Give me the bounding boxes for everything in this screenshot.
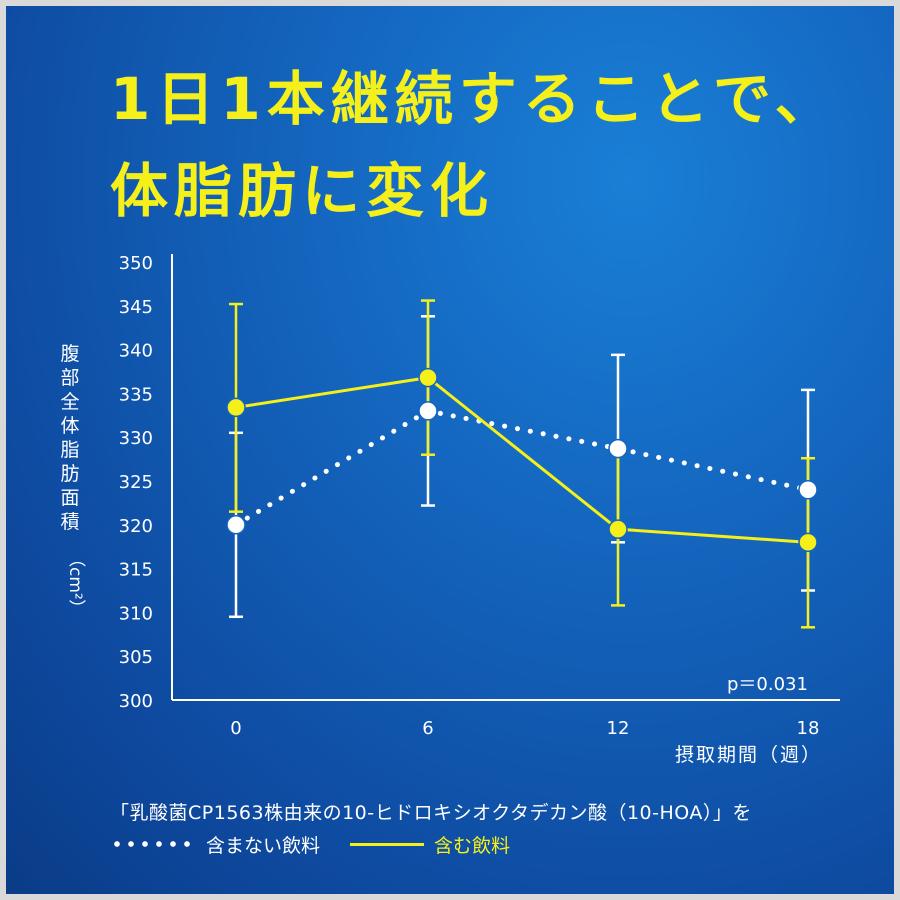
y-axis-unit: （cm²） <box>65 550 85 617</box>
y-tick-label: 340 <box>119 341 153 362</box>
y-tick-label: 320 <box>119 516 153 537</box>
y-tick-label: 350 <box>119 253 153 274</box>
y-tick-label: 345 <box>119 297 153 318</box>
series-line-without <box>233 408 811 528</box>
headline-line-2: 体脂肪に変化 <box>110 157 495 225</box>
x-tick-label: 18 <box>797 718 820 739</box>
legend-dotted-marker <box>110 841 194 847</box>
y-tick-label: 330 <box>119 428 153 449</box>
data-point-with <box>418 367 438 388</box>
data-point-with <box>608 519 628 539</box>
x-tick-label: 0 <box>230 718 241 739</box>
y-axis-label-text: 腹部全体脂肪面積 <box>60 343 80 533</box>
y-tick-label: 315 <box>119 560 153 581</box>
y-tick-label: 310 <box>119 603 153 624</box>
legend: 含まない飲料 含む飲料 <box>110 830 510 858</box>
data-point-with <box>798 532 818 553</box>
p-value-annotation: p＝0.031 <box>727 674 808 695</box>
y-tick-label: 335 <box>119 384 153 405</box>
x-tick-label: 6 <box>422 718 433 739</box>
data-point-without <box>226 515 246 535</box>
x-tick-label: 12 <box>607 718 630 739</box>
y-tick-label: 300 <box>119 691 153 712</box>
legend-solid-marker <box>350 842 425 846</box>
x-axis-label: 摂取期間（週） <box>674 744 822 766</box>
data-point-without <box>418 401 438 421</box>
data-point-without <box>798 480 818 500</box>
headline-line-1: 1日1本継続することで、 <box>110 65 839 133</box>
y-tick-label: 325 <box>119 472 153 493</box>
footnote: 「乳酸菌CP1563株由来の10-ヒドロキシオクタデカン酸（10-HOA）」を <box>110 802 752 824</box>
data-point-without <box>608 438 628 459</box>
legend-label-with: 含む飲料 <box>434 834 511 857</box>
legend-label-without: 含まない飲料 <box>206 834 321 857</box>
data-point-with <box>226 397 246 418</box>
y-tick-label: 305 <box>119 647 153 668</box>
y-axis-label: 腹部全体脂肪面積 <box>55 342 85 534</box>
series-line-with <box>235 376 809 544</box>
